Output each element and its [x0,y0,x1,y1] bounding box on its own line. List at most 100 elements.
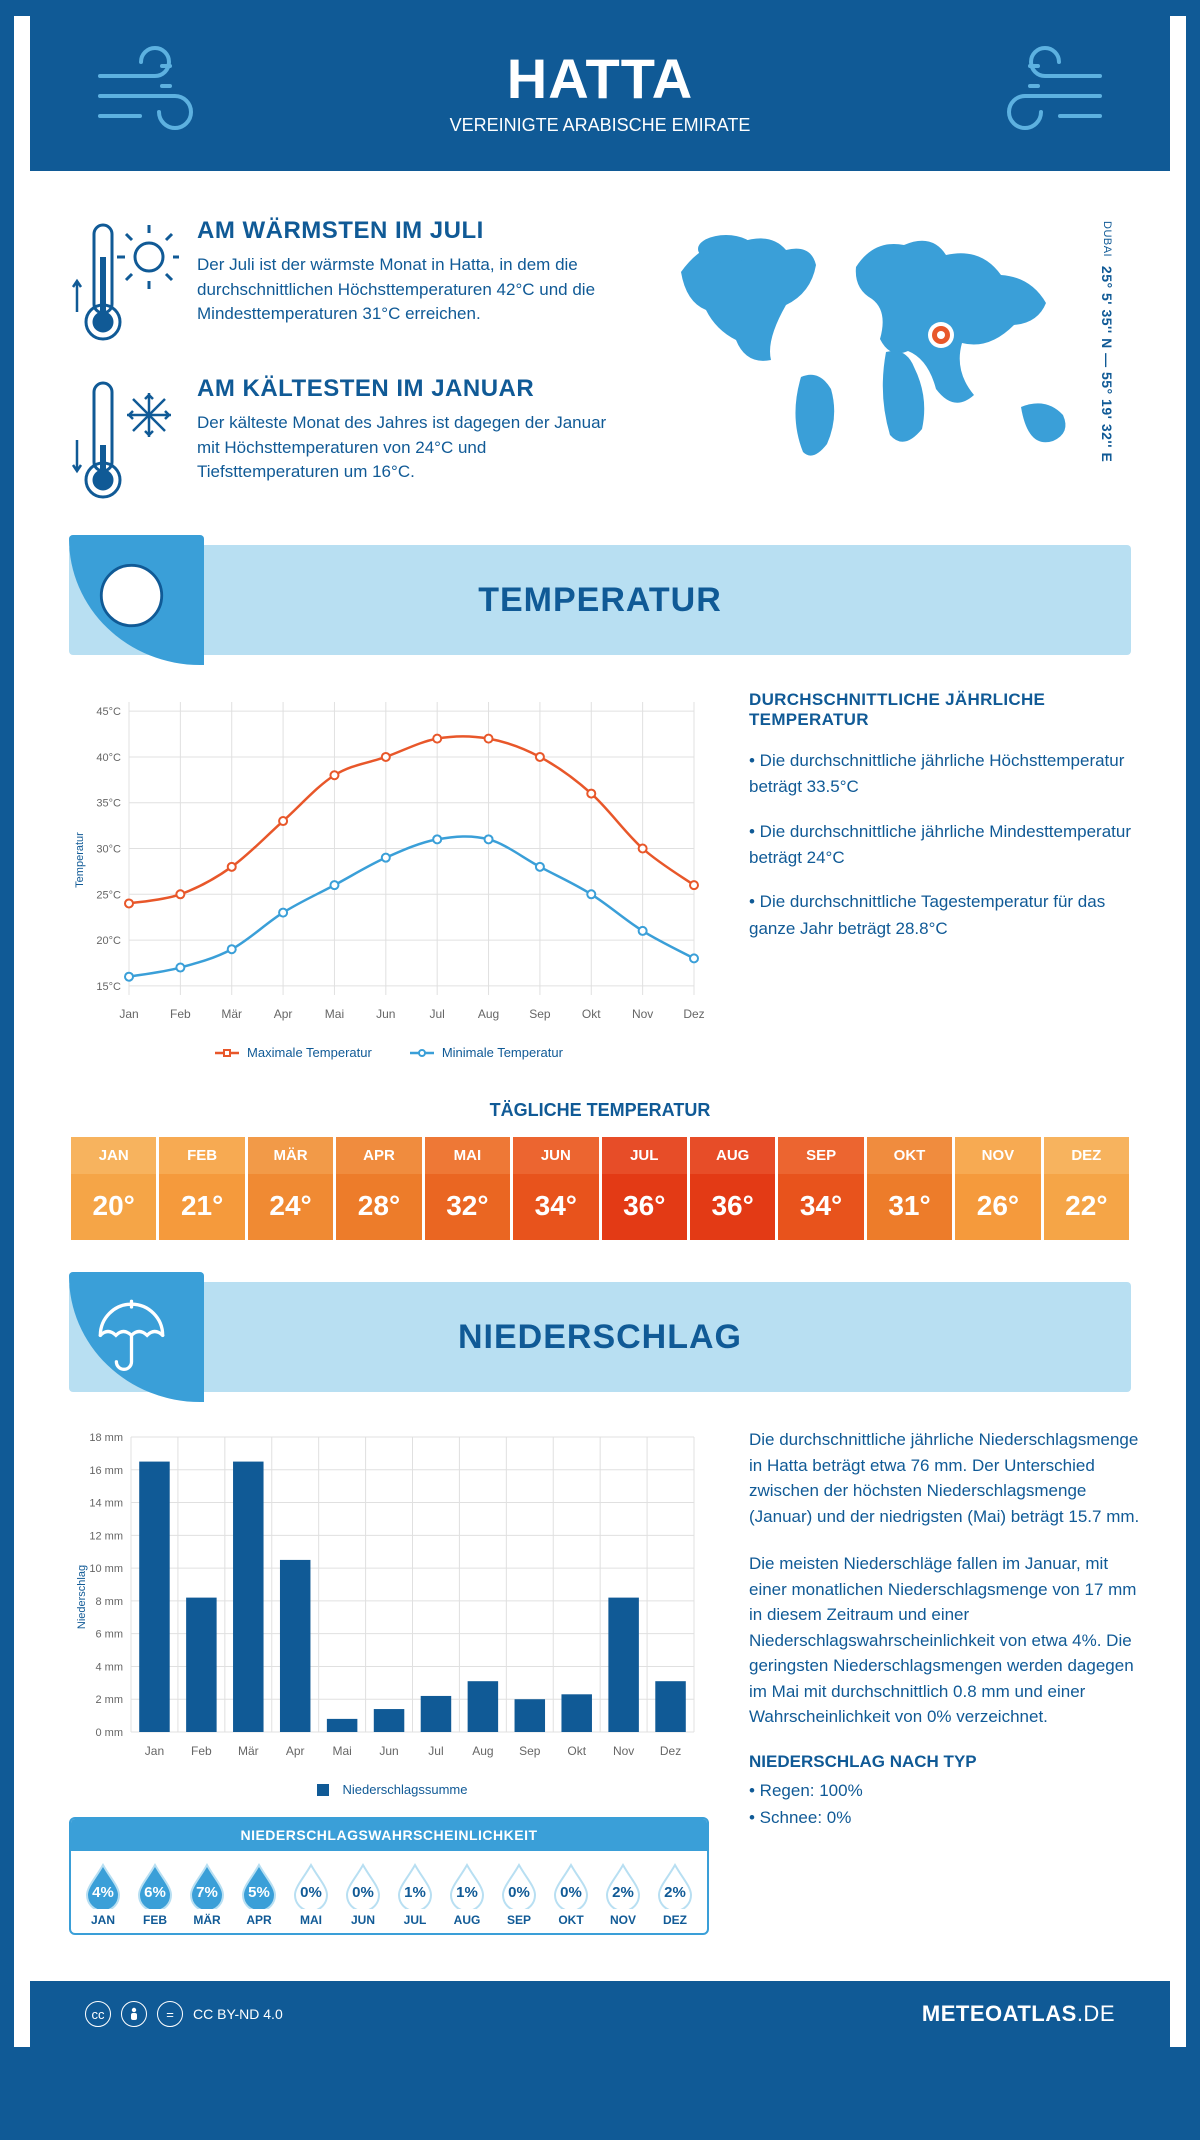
temperature-section-header: TEMPERATUR [69,545,1131,655]
heat-month-value: 24° [248,1174,336,1240]
prob-cell: 2% DEZ [649,1861,701,1927]
thermometer-cold-icon [69,375,179,505]
heat-month-header: NOV [955,1137,1043,1174]
svg-text:Niederschlag: Niederschlag [76,1565,88,1629]
svg-text:8 mm: 8 mm [96,1596,124,1608]
footer-bar: cc = CC BY-ND 4.0 METEOATLAS.DE [30,1981,1170,2047]
svg-text:40°C: 40°C [96,752,121,764]
prob-cell: 6% FEB [129,1861,181,1927]
svg-text:Mär: Mär [221,1007,242,1021]
svg-text:25°C: 25°C [96,889,121,901]
heat-month-header: FEB [159,1137,247,1174]
daily-temp-title: TÄGLICHE TEMPERATUR [14,1100,1186,1121]
heat-month-header: MÄR [248,1137,336,1174]
heat-month-value: 34° [513,1174,601,1240]
wind-icon-right [990,46,1110,136]
svg-text:2 mm: 2 mm [96,1694,124,1706]
svg-text:Jun: Jun [376,1007,395,1021]
umbrella-icon [89,1290,174,1375]
svg-text:Okt: Okt [567,1744,586,1758]
precipitation-title: NIEDERSCHLAG [458,1318,742,1357]
svg-text:Aug: Aug [472,1744,493,1758]
svg-text:Apr: Apr [274,1007,293,1021]
svg-text:14 mm: 14 mm [89,1498,123,1510]
svg-text:Feb: Feb [191,1744,212,1758]
svg-text:Aug: Aug [478,1007,499,1021]
svg-text:Apr: Apr [286,1744,305,1758]
heat-month-value: 20° [71,1174,159,1240]
precipitation-section-header: NIEDERSCHLAG [69,1282,1131,1392]
svg-text:Jan: Jan [145,1744,164,1758]
svg-text:15°C: 15°C [96,981,121,993]
svg-text:18 mm: 18 mm [89,1432,123,1444]
svg-text:Feb: Feb [170,1007,191,1021]
svg-text:Jul: Jul [430,1007,445,1021]
coldest-title: AM KÄLTESTEN IM JANUAR [197,375,621,403]
prob-cell: 0% MAI [285,1861,337,1927]
precipitation-probability-table: NIEDERSCHLAGSWAHRSCHEINLICHKEIT 4% JAN 6… [69,1817,709,1935]
svg-text:20°C: 20°C [96,935,121,947]
sun-icon [89,553,174,638]
svg-text:30°C: 30°C [96,844,121,856]
world-map-icon [651,217,1091,477]
heat-month-value: 28° [336,1174,424,1240]
thermometer-hot-icon [69,217,179,347]
heat-month-header: OKT [867,1137,955,1174]
prob-cell: 5% APR [233,1861,285,1927]
prob-cell: 4% JAN [77,1861,129,1927]
svg-text:Mär: Mär [238,1744,259,1758]
svg-text:10 mm: 10 mm [89,1563,123,1575]
nd-icon: = [157,2001,183,2027]
svg-text:Mai: Mai [332,1744,351,1758]
svg-text:6 mm: 6 mm [96,1629,124,1641]
coordinates-label: DUBAI 25° 5' 35'' N — 55° 19' 32'' E [1099,217,1115,462]
heat-month-value: 36° [602,1174,690,1240]
wind-icon-left [90,46,210,136]
heat-month-header: MAI [425,1137,513,1174]
temperature-summary-text: DURCHSCHNITTLICHE JÄHRLICHE TEMPERATUR •… [749,690,1149,1060]
svg-text:Sep: Sep [519,1744,541,1758]
heat-month-value: 22° [1044,1174,1129,1240]
daily-temp-table: JANFEBMÄRAPRMAIJUNJULAUGSEPOKTNOVDEZ 20°… [69,1135,1131,1242]
page-subtitle: VEREINIGTE ARABISCHE EMIRATE [450,115,751,136]
prob-cell: 2% NOV [597,1861,649,1927]
svg-text:Dez: Dez [660,1744,681,1758]
svg-text:Nov: Nov [613,1744,634,1758]
svg-text:Jun: Jun [379,1744,398,1758]
svg-text:Jul: Jul [428,1744,443,1758]
svg-text:Okt: Okt [582,1007,601,1021]
intro-section: AM WÄRMSTEN IM JULI Der Juli ist der wär… [14,187,1186,535]
precipitation-bar-chart: 0 mm2 mm4 mm6 mm8 mm10 mm12 mm14 mm16 mm… [69,1427,709,1797]
svg-text:45°C: 45°C [96,706,121,718]
heat-month-header: APR [336,1137,424,1174]
svg-text:4 mm: 4 mm [96,1661,124,1673]
coldest-text: Der kälteste Monat des Jahres ist dagege… [197,411,621,485]
prob-cell: 1% JUL [389,1861,441,1927]
svg-text:Jan: Jan [119,1007,138,1021]
prob-cell: 0% SEP [493,1861,545,1927]
svg-text:Mai: Mai [325,1007,344,1021]
heat-month-value: 31° [867,1174,955,1240]
prob-cell: 1% AUG [441,1861,493,1927]
temperature-line-chart: 15°C 20°C 25°C 30°C 35°C 40°C 45°C Jan Feb Mär Apr… [69,690,709,1060]
heat-month-header: AUG [690,1137,778,1174]
by-icon [121,2001,147,2027]
prob-cell: 0% JUN [337,1861,389,1927]
heat-month-header: JUL [602,1137,690,1174]
warmest-title: AM WÄRMSTEN IM JULI [197,217,621,245]
heat-month-value: 36° [690,1174,778,1240]
heat-month-value: 34° [778,1174,866,1240]
svg-text:Temperatur: Temperatur [74,832,86,888]
cc-icon: cc [85,2001,111,2027]
svg-text:35°C: 35°C [96,798,121,810]
heat-month-value: 26° [955,1174,1043,1240]
svg-text:12 mm: 12 mm [89,1530,123,1542]
page-title: HATTA [450,46,751,111]
heat-month-header: SEP [778,1137,866,1174]
heat-month-value: 21° [159,1174,247,1240]
svg-text:Sep: Sep [529,1007,551,1021]
prob-cell: 0% OKT [545,1861,597,1927]
temperature-legend: Maximale Temperatur Minimale Temperatur [69,1045,709,1060]
svg-text:Nov: Nov [632,1007,653,1021]
svg-text:Dez: Dez [683,1007,704,1021]
